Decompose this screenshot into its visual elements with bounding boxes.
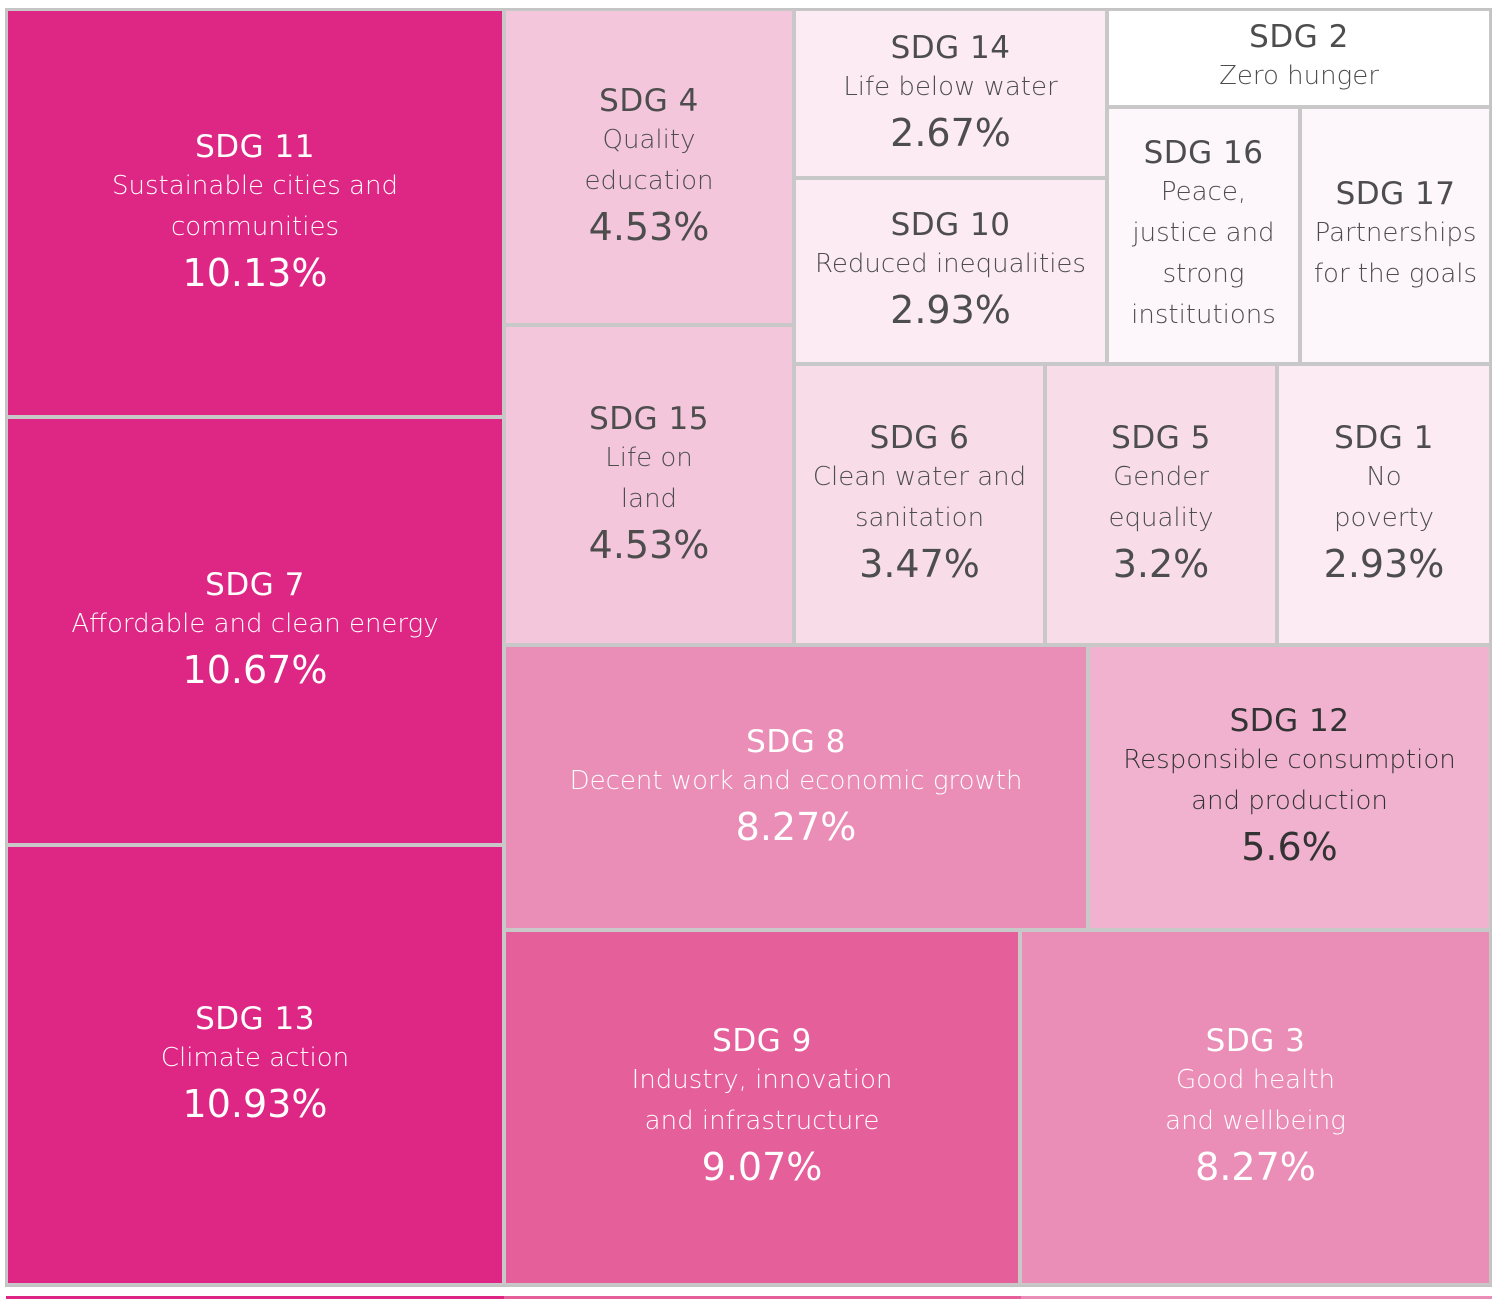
tile-name: Responsible consumption and production	[1123, 745, 1456, 817]
tile-code: SDG 10	[890, 207, 1011, 244]
treemap-tile-sdg-8: SDG 8 Decent work and economic growth 8.27…	[504, 645, 1088, 930]
tile-code: SDG 16	[1143, 134, 1264, 171]
tile-name: Partnerships for the goals	[1313, 218, 1478, 290]
treemap-tile-sdg-15: SDG 15 Life on land 4.53%	[504, 325, 794, 645]
tile-percentage: 4.53%	[588, 522, 710, 567]
tile-percentage: 3.2%	[1112, 542, 1210, 587]
tile-code: SDG 14	[890, 29, 1011, 66]
treemap-tile-sdg-13: SDG 13 Climate action 10.93%	[6, 845, 504, 1285]
tile-code: SDG 9	[712, 1023, 812, 1060]
treemap-tile-sdg-4: SDG 4 Quality education 4.53%	[504, 9, 794, 325]
tile-code: SDG 12	[1229, 703, 1350, 740]
tile-percentage: 4.53%	[588, 204, 710, 249]
tile-code: SDG 4	[599, 82, 699, 119]
tile-code: SDG 2	[1249, 18, 1349, 55]
treemap-tile-sdg-14: SDG 14 Life below water 2.67%	[794, 9, 1107, 178]
tile-percentage: 3.47%	[859, 542, 980, 587]
tile-name: Zero hunger	[1219, 61, 1379, 92]
tile-percentage: 10.67%	[182, 648, 328, 693]
tile-code: SDG 7	[205, 567, 305, 604]
treemap-tile-sdg-5: SDG 5 Gender equality 3.2%	[1045, 364, 1277, 645]
tile-name: No poverty	[1333, 462, 1435, 534]
tile-percentage: 2.93%	[1323, 542, 1445, 587]
treemap-tile-sdg-2: SDG 2 Zero hunger	[1107, 9, 1491, 107]
tile-name: Peace, justice and strong institutions	[1131, 177, 1276, 331]
treemap-tile-sdg-10: SDG 10 Reduced inequalities 2.93%	[794, 178, 1107, 364]
treemap-tile-sdg-12: SDG 12 Responsible consumption and produc…	[1088, 645, 1491, 930]
tile-percentage: 2.67%	[890, 110, 1011, 155]
treemap-tile-sdg-3: SDG 3 Good health and wellbeing 8.27%	[1020, 930, 1491, 1285]
tile-name: Gender equality	[1108, 462, 1214, 534]
tile-percentage: 8.27%	[735, 804, 857, 849]
tile-percentage: 10.93%	[182, 1082, 328, 1127]
treemap-tile-sdg-17: SDG 17 Partnerships for the goals	[1300, 107, 1491, 364]
tile-percentage: 2.93%	[890, 288, 1011, 333]
tile-percentage: 8.27%	[1195, 1145, 1316, 1190]
tile-code: SDG 1	[1334, 420, 1434, 457]
tile-code: SDG 6	[869, 420, 970, 457]
tile-name: Decent work and economic growth	[569, 765, 1023, 796]
tile-name: Good health and wellbeing	[1165, 1065, 1346, 1137]
treemap-tile-sdg-11: SDG 11 Sustainable cities and communities…	[6, 9, 504, 417]
tile-code: SDG 8	[746, 723, 846, 760]
tile-name: Life on land	[605, 442, 693, 514]
tile-percentage: 10.13%	[182, 250, 328, 295]
bottom-rule	[6, 1296, 1492, 1299]
treemap-tile-sdg-7: SDG 7 Affordable and clean energy 10.67%	[6, 417, 504, 845]
tile-name: Industry, innovation and infrastructure	[631, 1065, 893, 1137]
tile-percentage: 9.07%	[701, 1145, 823, 1190]
tile-code: SDG 15	[589, 400, 709, 437]
tile-code: SDG 5	[1111, 420, 1211, 457]
tile-code: SDG 3	[1205, 1023, 1306, 1060]
tile-name: Sustainable cities and communities	[112, 170, 398, 242]
treemap-tile-sdg-1: SDG 1 No poverty 2.93%	[1277, 364, 1491, 645]
treemap-tile-sdg-6: SDG 6 Clean water and sanitation 3.47%	[794, 364, 1045, 645]
tile-name: Life below water	[843, 71, 1058, 102]
tile-name: Reduced inequalities	[815, 249, 1086, 280]
treemap-tile-sdg-9: SDG 9 Industry, innovation and infrastruc…	[504, 930, 1020, 1285]
tile-code: SDG 13	[195, 1001, 315, 1038]
tile-name: Affordable and clean energy	[71, 609, 439, 640]
treemap-tile-sdg-16: SDG 16 Peace, justice and strong institut…	[1107, 107, 1300, 364]
tile-code: SDG 11	[195, 128, 315, 165]
tile-code: SDG 17	[1335, 175, 1456, 212]
tile-name: Quality education	[584, 124, 714, 196]
tile-percentage: 5.6%	[1241, 825, 1338, 870]
tile-name: Climate action	[160, 1043, 350, 1074]
tile-name: Clean water and sanitation	[812, 462, 1027, 534]
